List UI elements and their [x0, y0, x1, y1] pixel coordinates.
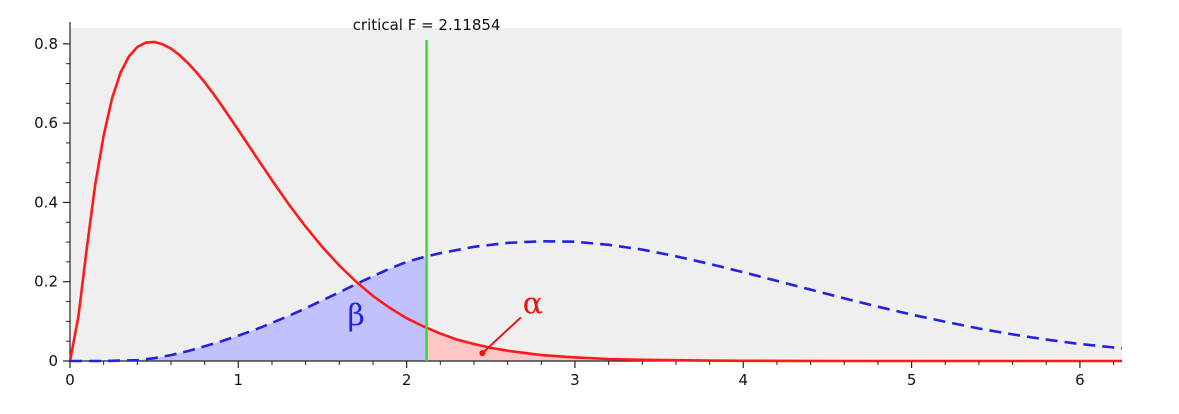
- alternative-distribution-curve: [70, 239, 1123, 363]
- x-tick-label: 4: [739, 371, 749, 389]
- beta-label: β: [347, 298, 364, 333]
- x-tick-label: 3: [570, 371, 580, 389]
- x-tick-label: 6: [1075, 371, 1085, 389]
- y-tick-label: 0.6: [34, 114, 58, 132]
- critical-value-label: critical F = 2.11854: [353, 16, 501, 34]
- alpha-arrow-head: [479, 350, 486, 357]
- x-tick-label: 0: [65, 371, 75, 389]
- y-tick-label: 0.4: [34, 193, 58, 211]
- null-distribution-curve: [68, 40, 1122, 363]
- beta-region: [70, 256, 427, 361]
- y-tick-label: 0.8: [34, 35, 58, 53]
- y-tick-label: 0: [48, 352, 58, 370]
- ticks: 0 1 2 3 4 5 6 0 0.2 0.4 0.6 0.8: [34, 35, 1115, 389]
- x-tick-label: 5: [907, 371, 917, 389]
- plot-background: [70, 28, 1122, 361]
- alpha-arrow: [481, 316, 522, 354]
- alpha-label: α: [523, 286, 543, 321]
- alpha-region: [426, 327, 1123, 361]
- y-tick-label: 0.2: [34, 273, 58, 291]
- x-tick-label: 1: [234, 371, 244, 389]
- x-tick-label: 2: [402, 371, 412, 389]
